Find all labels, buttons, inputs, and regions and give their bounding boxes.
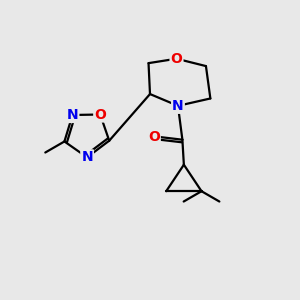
Text: O: O <box>171 52 182 66</box>
Text: O: O <box>148 130 160 144</box>
Text: N: N <box>81 150 93 164</box>
Text: N: N <box>172 99 184 113</box>
Text: O: O <box>94 107 106 122</box>
Text: N: N <box>67 108 78 122</box>
